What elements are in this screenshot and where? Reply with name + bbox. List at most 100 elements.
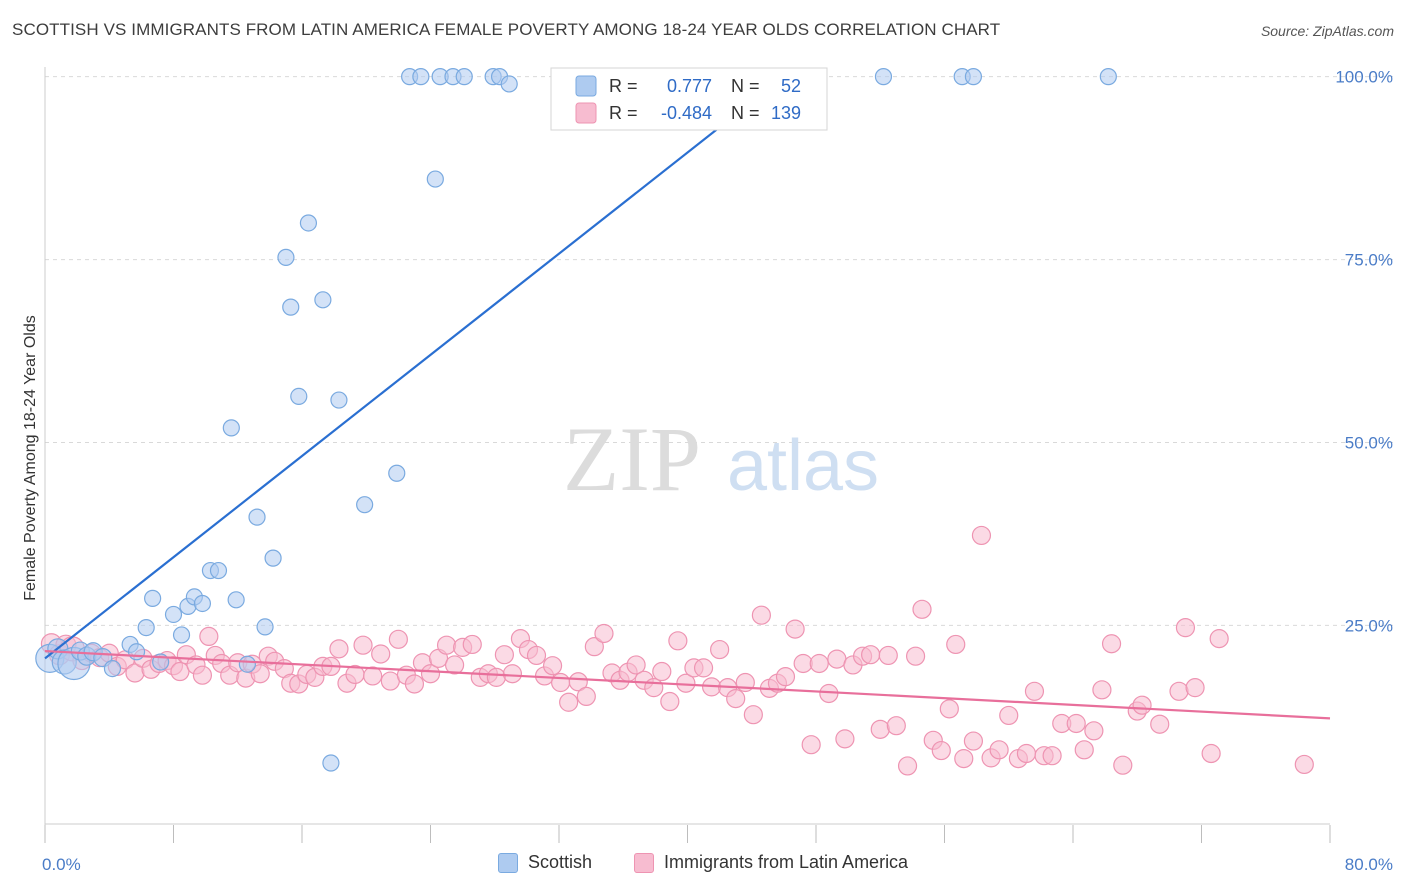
legend-n-value-scottish: 52 — [781, 76, 801, 96]
y-tick-label: 50.0% — [1345, 434, 1393, 453]
immigrants-point — [1024, 681, 1045, 701]
immigrants-point — [809, 653, 829, 674]
immigrants-point — [743, 705, 763, 725]
watermark: ZIP atlas — [563, 408, 879, 510]
immigrants-point — [436, 635, 457, 655]
legend-r-value-immigrants: -0.484 — [661, 103, 712, 123]
legend-label-scottish: Scottish — [528, 852, 593, 872]
scottish-point — [172, 626, 191, 644]
scottish-point — [874, 68, 893, 86]
trend-line-scottish — [44, 75, 785, 660]
immigrants-point — [668, 631, 688, 651]
immigrants-point — [404, 674, 425, 694]
scottish-point — [330, 391, 348, 409]
immigrants-point — [652, 661, 672, 682]
y-tick-label: 25.0% — [1345, 616, 1393, 635]
scottish-point — [256, 618, 274, 636]
legend-swatch-immigrants — [634, 852, 654, 873]
immigrants-point — [693, 658, 714, 678]
scottish-point — [103, 660, 122, 678]
scottish-point — [277, 248, 295, 266]
immigrants-point — [1169, 681, 1189, 701]
legend-item-scottish[interactable]: Scottish — [498, 852, 592, 873]
watermark-zip: ZIP — [563, 408, 701, 510]
x-tick-label: 80.0% — [1345, 855, 1393, 874]
immigrants-point — [963, 731, 984, 751]
immigrants-point — [594, 623, 614, 644]
immigrants-point — [380, 671, 400, 691]
scottish-point — [144, 589, 162, 607]
scottish-point — [322, 754, 340, 772]
immigrants-point — [886, 716, 906, 736]
immigrants-point — [1074, 740, 1094, 760]
immigrants-point — [192, 665, 213, 685]
immigrants-point — [551, 672, 571, 693]
immigrants-point — [1101, 634, 1122, 654]
bottom-legend: Scottish Immigrants from Latin America — [0, 852, 1406, 880]
immigrants-point — [905, 646, 926, 666]
scottish-point — [1099, 68, 1117, 86]
immigrants-point — [946, 634, 966, 655]
y-tick-label: 100.0% — [1335, 68, 1393, 87]
scottish-point — [388, 464, 406, 482]
immigrants-point — [861, 645, 881, 665]
immigrants-point — [801, 735, 821, 755]
scottish-point — [290, 387, 308, 406]
immigrants-point — [1132, 695, 1152, 715]
scottish-point — [964, 68, 983, 86]
legend-r-label: R = — [609, 76, 638, 96]
watermark-atlas: atlas — [727, 426, 879, 506]
immigrants-point — [1042, 746, 1062, 766]
immigrants-point — [353, 635, 373, 655]
immigrants-point — [199, 626, 219, 647]
immigrants-point — [710, 639, 730, 660]
immigrants-point — [827, 649, 847, 669]
scottish-point — [426, 170, 444, 188]
axes — [44, 67, 1331, 843]
legend-label-immigrants: Immigrants from Latin America — [664, 852, 909, 872]
immigrants-point — [775, 667, 796, 687]
immigrants-point — [363, 666, 383, 686]
legend-swatch-scottish — [575, 75, 597, 97]
scottish-point — [137, 619, 155, 637]
scottish-point — [264, 549, 282, 567]
scottish-point — [238, 655, 256, 673]
immigrants-point — [371, 644, 391, 664]
trend-line-immigrants — [44, 649, 1331, 720]
legend-r-value-scottish: 0.777 — [667, 76, 712, 96]
immigrants-point — [576, 686, 596, 707]
immigrants-point — [170, 661, 190, 682]
y-tick-labels: 25.0% 50.0% 75.0% 100.0% — [1335, 68, 1393, 636]
immigrants-point — [1016, 743, 1037, 764]
immigrants-point — [939, 699, 959, 719]
series-scottish-points — [35, 68, 1117, 772]
immigrants-point — [971, 525, 992, 546]
immigrants-point — [388, 629, 408, 649]
immigrants-point — [912, 599, 932, 619]
legend-item-immigrants[interactable]: Immigrants from Latin America — [634, 852, 908, 873]
immigrants-point — [1175, 618, 1196, 638]
immigrants-point — [785, 619, 805, 639]
immigrants-point — [1294, 754, 1314, 775]
scottish-point — [164, 605, 183, 624]
y-axis-label: Female Poverty Among 18-24 Year Olds — [22, 315, 39, 601]
immigrants-point — [420, 664, 441, 684]
immigrants-point — [1209, 629, 1229, 649]
immigrants-point — [931, 740, 951, 761]
immigrants-point — [329, 639, 349, 659]
source-credit: Source: ZipAtlas.com — [1260, 23, 1394, 39]
legend-swatch-scottish — [498, 852, 518, 873]
immigrants-point — [954, 749, 974, 769]
trend-lines — [44, 75, 1331, 720]
scottish-point — [282, 298, 300, 316]
immigrants-point — [897, 756, 918, 776]
immigrants-point — [793, 653, 813, 674]
legend-n-value-immigrants: 139 — [771, 103, 801, 123]
legend-r-label: R = — [609, 103, 638, 123]
scottish-point — [227, 591, 245, 609]
immigrants-point — [726, 689, 746, 709]
y-tick-label: 75.0% — [1345, 251, 1393, 270]
chart-title: SCOTTISH VS IMMIGRANTS FROM LATIN AMERIC… — [12, 20, 1001, 39]
legend-n-label: N = — [731, 103, 760, 123]
